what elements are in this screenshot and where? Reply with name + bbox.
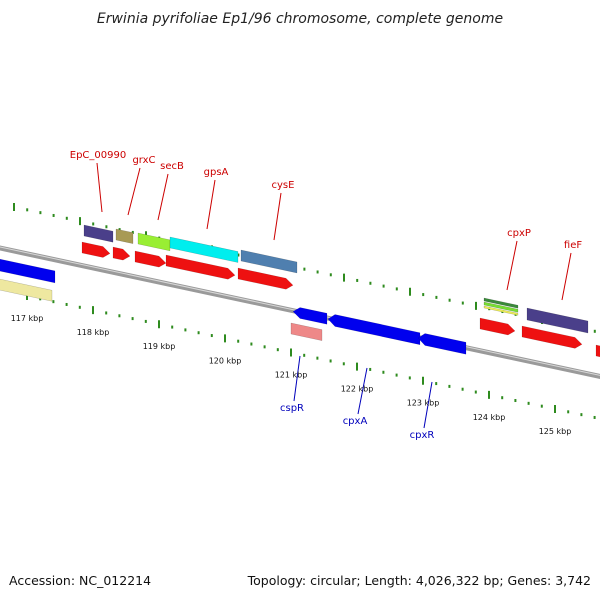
gene-box-grxc [115, 228, 134, 244]
cds-arrow [237, 267, 294, 290]
gene-grxc-label: grxC [132, 155, 155, 166]
cds-arrow [165, 254, 236, 280]
gene-box-fief [526, 307, 589, 334]
cds-arrow [595, 344, 600, 358]
ruler-tick-label: 125 kbp [539, 427, 572, 436]
gene-fief-leader [561, 252, 572, 301]
ruler-tick-label: 117 kbp [11, 314, 44, 323]
gene-gpsa-leader [206, 179, 216, 230]
cds-arrow-reverse [292, 307, 328, 325]
gene-gpsa-label: gpsA [204, 167, 229, 178]
gene-secb-leader [157, 173, 169, 221]
gene-cpxr-label: cpxR [410, 430, 435, 441]
ruler-labels: 117 kbp 118 kbp 119 kbp 120 kbp 121 kbp 122 k… [11, 314, 572, 436]
genome-summary-text: Topology: circular; Length: 4,026,322 bp… [247, 573, 591, 588]
gene-arrow-cpxa [327, 314, 421, 345]
ruler-tick-label: 119 kbp [143, 342, 176, 351]
map-title: Erwinia pyrifoliae Ep1/96 chromosome, co… [97, 11, 503, 27]
gene-box-cspr [290, 322, 323, 341]
cds-arrow [81, 241, 111, 258]
gene-grxc-leader [127, 167, 141, 216]
bottom-tick-track [26, 292, 596, 419]
ruler-tick-label: 123 kbp [407, 399, 440, 408]
gene-fief-label: fieF [564, 240, 582, 251]
gene-box-gpsa [169, 236, 239, 263]
gene-epc00990-label: EpC_00990 [70, 150, 126, 161]
feature-yellow-left [0, 278, 53, 302]
gene-cspr-leader [293, 355, 301, 402]
gene-box-cpxp-b [483, 301, 519, 313]
gene-arrow-cpxr [417, 333, 467, 355]
ruler-tick-label: 122 kbp [341, 385, 374, 394]
gene-box-cpxp-c [483, 305, 519, 316]
feature-track [0, 224, 600, 358]
ruler-tick-label: 124 kbp [473, 413, 506, 422]
cds-arrow [479, 317, 516, 336]
gene-cpxa-leader [357, 367, 368, 415]
gene-cyse-leader [273, 192, 282, 241]
gene-cspr-label: cspR [280, 403, 304, 414]
gene-box-cyse [240, 249, 298, 274]
gene-cpxp-label: cpxP [507, 228, 531, 239]
gene-box-epc00990 [83, 224, 114, 243]
cds-arrow [521, 325, 583, 349]
ruler-tick-label: 118 kbp [77, 328, 110, 337]
accession-text: Accession: NC_012214 [9, 573, 152, 588]
gene-cyse-label: cysE [272, 180, 295, 191]
gene-box-cpxp [483, 297, 519, 309]
ruler-tick-label: 120 kbp [209, 356, 242, 365]
gene-cpxa-label: cpxA [343, 416, 368, 427]
cds-arrow [134, 250, 167, 268]
gene-box-secb [137, 232, 171, 252]
gene-epc00990-leader [96, 162, 103, 213]
gene-cpxp-leader [506, 240, 518, 291]
gene-secb-label: secB [160, 161, 184, 172]
ruler-tick-label: 121 kbp [275, 370, 308, 379]
cds-arrow [112, 246, 131, 261]
gene-labels: EpC_00990 grxC secB gpsA cysE cpxP fieF cspR cpx… [70, 150, 583, 441]
feature-blue-left [0, 258, 56, 284]
gene-cpxr-leader [423, 381, 433, 429]
